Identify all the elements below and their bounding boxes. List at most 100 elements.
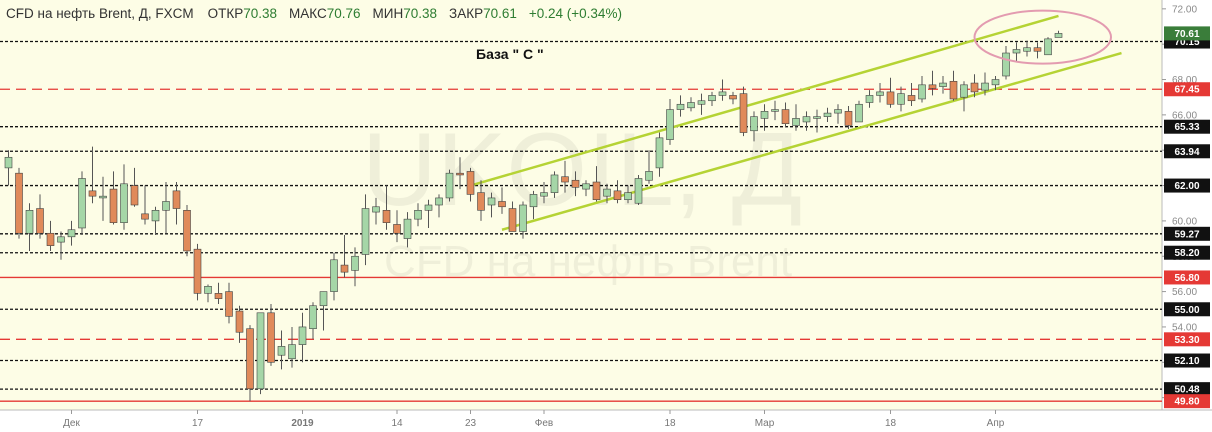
candle-body (25, 210, 34, 234)
candle-body (508, 208, 517, 232)
candle-body (130, 185, 139, 206)
level-price-badge-label: 67.45 (1174, 85, 1199, 96)
ohlc-readout: ОТКР70.38 МАКС70.76 МИН70.38 ЗАКР70.61 +… (208, 6, 622, 21)
y-tick-label: 54.00 (1172, 322, 1197, 333)
candle-body (46, 232, 55, 246)
level-price-badge-label: 58.20 (1174, 248, 1199, 259)
candle-body (487, 197, 496, 206)
level-price-badge (1164, 178, 1210, 193)
candle-body (697, 100, 706, 105)
candle-body (834, 109, 842, 114)
candle-body (624, 192, 632, 200)
candle-body (277, 346, 286, 356)
candle-body (844, 111, 853, 126)
candle-body (4, 156, 13, 169)
candle-body (456, 172, 464, 176)
candle-body (708, 95, 716, 102)
x-tick-label: Фев (535, 418, 553, 429)
candle-body (183, 210, 191, 252)
candle-body (109, 188, 118, 223)
candle-body (760, 111, 769, 119)
candle-body (445, 172, 454, 199)
level-price-badge-label: 70.15 (1174, 37, 1199, 48)
y-tick-label: 56.00 (1172, 287, 1197, 298)
candle-body (88, 190, 97, 197)
candle-body (351, 255, 359, 271)
candle-body (718, 91, 727, 96)
highlight-annotation (973, 9, 1112, 65)
candle-body (1023, 47, 1031, 52)
level-price-badge (1164, 270, 1210, 285)
candle-body (403, 218, 412, 239)
x-tick-label: 18 (664, 418, 676, 429)
candle-body (151, 210, 160, 222)
candle-body (466, 171, 475, 195)
level-price-badge (1164, 353, 1210, 368)
candle-body (823, 112, 832, 117)
candle-body (907, 95, 916, 102)
candle-body (739, 93, 748, 133)
level-price-badge (1164, 245, 1210, 260)
candle-body (855, 103, 863, 123)
price-axis: 72.0070.0068.0066.0064.0062.0060.0058.00… (1162, 4, 1210, 409)
candle-body (949, 80, 958, 100)
candle-body (886, 91, 895, 105)
level-price-badge (1164, 382, 1210, 397)
candle-body (298, 326, 307, 345)
candle-body (193, 248, 202, 294)
candle-body (613, 190, 622, 200)
candle-body (813, 116, 821, 119)
candle-body (876, 91, 884, 96)
candle-body (897, 93, 905, 105)
level-price-badge-label: 56.80 (1174, 273, 1199, 284)
level-price-badge (1164, 82, 1210, 97)
level-price-badge-label: 53.30 (1174, 335, 1199, 346)
candle-body (99, 195, 107, 199)
candle-body (340, 264, 349, 273)
y-tick-label: 68.00 (1172, 75, 1197, 86)
candle-body (120, 183, 128, 223)
open-readout: ОТКР70.38 (207, 6, 278, 21)
candle-body (267, 312, 275, 363)
candle-body (865, 95, 874, 103)
candle-body (256, 312, 265, 390)
candle-body (319, 291, 328, 307)
candle-body (162, 201, 170, 211)
candle-body (750, 116, 758, 132)
candle-body (991, 79, 1000, 86)
candle-body (676, 103, 685, 110)
candle-body (67, 229, 76, 238)
x-tick-label: 14 (391, 418, 403, 429)
candle-body (960, 84, 968, 98)
candle-body (928, 84, 937, 89)
candle-body (771, 109, 779, 112)
candle-body (519, 204, 527, 232)
level-price-badge-label: 65.33 (1174, 122, 1199, 133)
level-price-badge-label: 63.94 (1174, 147, 1199, 158)
candle-body (655, 137, 664, 169)
high-readout: МАКС70.76 (289, 6, 361, 21)
level-price-badge (1164, 394, 1210, 409)
x-tick-label: 23 (465, 418, 477, 429)
candle-body (634, 178, 643, 204)
last-price-badge (1164, 26, 1210, 41)
candle-body (15, 172, 23, 234)
level-price-badge (1164, 119, 1210, 134)
candle-body (309, 305, 317, 330)
level-price-badge-label: 50.48 (1174, 385, 1199, 396)
symbol-title: CFD на нефть Brent, Д, FXCM (6, 6, 194, 21)
candle-body (372, 206, 380, 213)
candle-body (540, 192, 548, 197)
change-readout: +0.24 (+0.34%) (528, 6, 622, 21)
candle-body (141, 213, 149, 220)
candle-body (571, 179, 580, 188)
candle-body (1044, 38, 1052, 56)
candle-body (235, 310, 244, 333)
candle-body (361, 208, 370, 255)
price-axis-area (1162, 0, 1212, 410)
candle-body (666, 109, 674, 140)
level-price-badge (1164, 226, 1210, 241)
candle-body (802, 116, 811, 123)
candle-body (36, 208, 44, 234)
watermark-name: CFD на нефть Brent (384, 237, 792, 286)
